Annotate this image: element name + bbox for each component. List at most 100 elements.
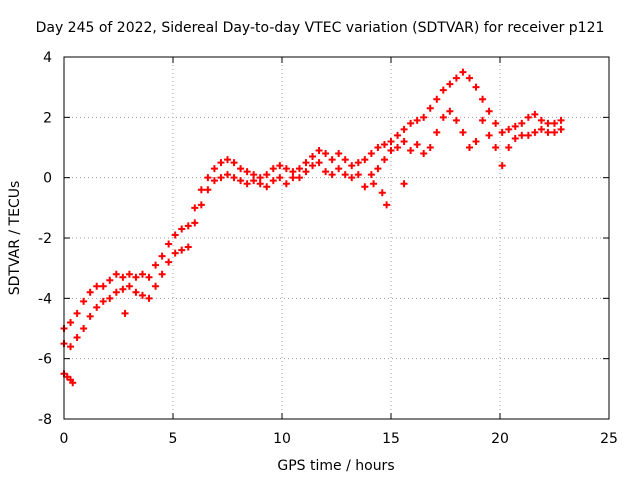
data-point [152,282,160,290]
data-point [250,177,258,185]
data-point [400,180,408,188]
data-point [289,174,297,182]
data-points [60,68,565,387]
data-point [544,119,552,127]
data-point [446,107,454,115]
data-point [73,334,81,342]
chart-title: Day 245 of 2022, Sidereal Day-to-day VTE… [36,20,605,36]
data-point [537,125,545,133]
data-point [93,282,101,290]
data-point [361,156,369,164]
data-point [158,252,166,260]
data-point [204,174,212,182]
data-point [276,162,284,170]
data-point [178,246,186,254]
data-point [106,276,114,284]
data-point [472,137,480,145]
data-point [295,174,303,182]
data-point [492,119,500,127]
data-point [511,122,519,130]
data-point [302,159,310,167]
data-point [348,162,356,170]
data-point [335,150,343,158]
data-point [230,159,238,167]
data-point [557,116,565,124]
data-point [426,104,434,112]
data-point [354,171,362,179]
data-point [210,165,218,173]
data-point [184,222,192,230]
data-point [145,294,153,302]
data-point [184,243,192,251]
data-point [518,131,526,139]
data-point [485,107,493,115]
data-point [315,159,323,167]
y-tick-label: -8 [38,412,52,428]
data-point [256,180,264,188]
data-point [452,74,460,82]
data-point [413,140,421,148]
data-point [309,153,317,161]
data-point [250,171,258,179]
data-point [479,116,487,124]
y-axis-label: SDTVAR / TECUs [7,181,23,296]
data-point [433,95,441,103]
data-point [138,270,146,278]
y-tick-label: 2 [43,110,52,126]
data-point [171,231,179,239]
data-point [531,128,539,136]
data-point [112,288,120,296]
data-point [472,83,480,91]
y-tick-label: 4 [43,50,52,66]
data-point [171,249,179,257]
data-point [380,140,388,148]
data-point [197,201,205,209]
data-point [289,168,297,176]
data-point [400,137,408,145]
data-point [165,240,173,248]
data-point [243,180,251,188]
data-point [67,343,75,351]
data-point [370,180,378,188]
data-point [315,147,323,155]
data-point [132,273,140,281]
data-point [400,125,408,133]
x-tick-label: 15 [382,431,400,447]
data-point [383,201,391,209]
data-point [263,171,271,179]
data-point [80,325,88,332]
data-point [367,150,375,158]
data-point [413,116,421,124]
x-tick-label: 20 [491,431,509,447]
x-axis-label: GPS time / hours [277,458,394,474]
data-point [531,110,539,118]
data-point [67,318,75,326]
data-point [367,171,375,179]
data-point [505,144,513,151]
data-point [224,156,231,164]
data-point [439,86,447,94]
data-point [237,165,245,173]
data-point [328,171,336,179]
data-point [439,113,447,121]
grid-lines [64,57,609,419]
data-point [191,204,199,212]
data-point [152,261,160,269]
y-tick-label: -4 [38,291,52,307]
data-point [165,258,173,266]
data-point [498,128,506,136]
data-point [485,131,493,139]
data-point [112,270,120,278]
data-point [86,288,94,296]
data-point [302,168,310,176]
y-tick-label: 0 [43,171,52,187]
data-point [446,80,454,88]
data-point [269,177,277,185]
data-point [309,162,317,170]
data-point [348,174,356,182]
data-point [328,156,336,164]
data-point [498,162,506,170]
data-point [230,174,238,182]
data-point [125,282,133,290]
